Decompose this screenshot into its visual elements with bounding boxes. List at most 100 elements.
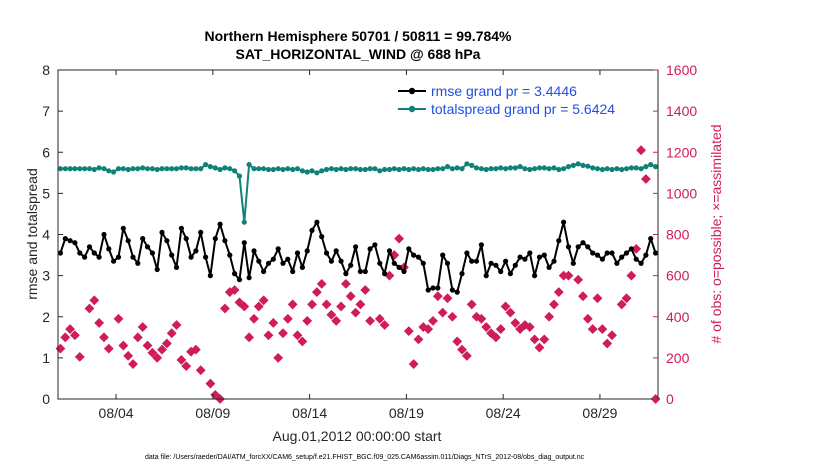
obs-point	[544, 311, 555, 322]
totalspread-point	[106, 168, 112, 174]
totalspread-point	[217, 166, 223, 173]
totalspread-point	[164, 166, 170, 172]
y2-tick-label: 1000	[666, 185, 697, 201]
totalspread-point	[570, 162, 576, 168]
rmse-point	[130, 254, 136, 260]
obs-point	[60, 332, 71, 343]
chart-title-line2: SAT_HORIZONTAL_WIND @ 688 hPa	[236, 46, 481, 62]
rmse-point	[77, 250, 83, 256]
rmse-point	[101, 231, 107, 238]
totalspread-point	[546, 166, 552, 172]
totalspread-point	[314, 170, 320, 176]
obs-point	[355, 299, 366, 310]
rmse-point	[386, 248, 393, 254]
totalspread-point	[144, 166, 151, 172]
totalspread-point	[333, 166, 339, 173]
totalspread-point	[280, 166, 286, 173]
rmse-point	[323, 250, 330, 256]
y2-axis-ticks: 0 200 400 600 800 1000 1200 1400 1600	[653, 62, 697, 407]
rmse-point	[333, 248, 339, 254]
rmse-point	[72, 240, 78, 246]
totalspread-point	[594, 166, 601, 172]
obs-point	[500, 301, 511, 312]
x-tick-label: 08/04	[99, 405, 134, 421]
rmse-point	[159, 229, 165, 235]
totalspread-point	[236, 173, 243, 179]
rmse-point	[144, 244, 151, 250]
totalspread-point	[425, 166, 431, 173]
rmse-point	[367, 246, 373, 252]
rmse-point	[648, 236, 654, 242]
rmse-point	[382, 271, 388, 277]
obs-point	[365, 315, 376, 326]
obs-point	[321, 299, 332, 310]
rmse-point	[638, 260, 644, 266]
totalspread-point	[532, 166, 538, 172]
totalspread-point	[382, 166, 388, 173]
totalspread-point	[115, 166, 122, 172]
totalspread-point	[265, 166, 272, 173]
totalspread-point	[435, 166, 441, 172]
totalspread-point	[420, 166, 426, 172]
obs-point	[307, 299, 317, 310]
obs-point	[384, 270, 395, 281]
obs-point	[181, 361, 192, 372]
obs-point	[394, 233, 405, 244]
rmse-point	[91, 250, 97, 256]
y-tick-label: 4	[42, 227, 50, 243]
rmse-point	[585, 244, 591, 250]
totalspread-point	[77, 166, 83, 172]
obs-point	[476, 313, 487, 324]
rmse-point	[473, 258, 480, 264]
rmse-point	[294, 250, 301, 256]
legend-rmse-marker	[408, 87, 416, 95]
rmse-point	[115, 254, 122, 260]
obs-point	[582, 313, 593, 324]
x-tick-label: 08/24	[486, 405, 521, 421]
totalspread-point	[507, 165, 513, 171]
rmse-point	[435, 285, 441, 291]
totalspread-point	[411, 166, 417, 172]
obs-point	[336, 301, 346, 312]
rmse-point	[575, 244, 581, 250]
totalspread-point	[444, 164, 451, 170]
obs-point	[171, 320, 182, 330]
rmse-point	[125, 238, 131, 244]
obs-point	[510, 318, 521, 328]
y2-tick-label: 1200	[666, 144, 697, 160]
totalspread-point	[493, 166, 499, 172]
legend-spread-marker	[408, 105, 416, 113]
obs-point	[345, 291, 356, 302]
chart-title-line1: Northern Hemisphere 50701 / 50811 = 99.7…	[204, 28, 512, 44]
obs-point	[403, 326, 414, 337]
obs-point	[176, 355, 187, 365]
rmse-point	[425, 287, 431, 293]
obs-point	[592, 293, 603, 304]
totalspread-point	[294, 166, 301, 172]
totalspread-point	[173, 166, 180, 172]
totalspread-point	[527, 166, 533, 173]
rmse-point	[411, 252, 417, 258]
rmse-point	[309, 227, 315, 233]
rmse-point	[565, 244, 572, 250]
rmse-point	[96, 254, 102, 260]
rmse-point	[594, 252, 601, 258]
y2-tick-label: 200	[666, 350, 690, 366]
totalspread-point	[623, 166, 630, 172]
y-axis-ticks: 0 1 2 3 4 5 6 7 8	[42, 62, 63, 407]
y-tick-label: 3	[42, 268, 50, 284]
totalspread-point	[585, 163, 591, 169]
totalspread-point	[285, 166, 291, 172]
rmse-point	[401, 268, 407, 275]
obs-point	[379, 320, 390, 330]
totalspread-point	[72, 166, 78, 172]
obs-point	[374, 313, 385, 324]
rmse-point	[111, 258, 117, 264]
data-file-footnote: data file: /Users/raeder/DAI/ATM_forcXX/…	[145, 454, 585, 461]
rmse-point	[348, 262, 354, 268]
obs-point	[94, 318, 105, 328]
obs-point	[229, 285, 240, 295]
totalspread-point	[415, 166, 422, 173]
obs-point	[466, 299, 477, 310]
totalspread-point	[599, 166, 606, 173]
